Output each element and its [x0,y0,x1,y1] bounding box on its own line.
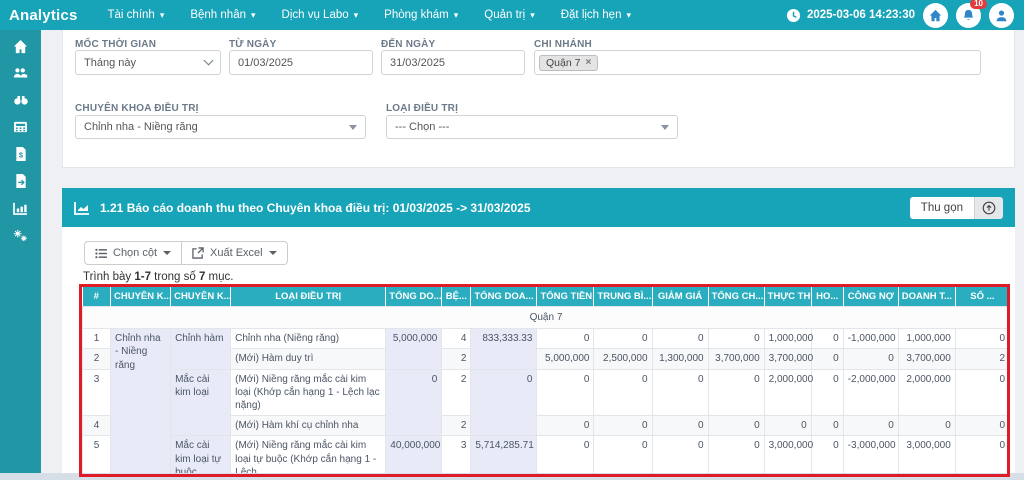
label-loai-dieu-tri: LOẠI ĐIỀU TRỊ [386,103,458,114]
footer-strip [0,473,1024,480]
col-header[interactable]: THỰC THU [764,287,811,307]
gears-icon [13,229,28,242]
expand-button[interactable] [974,197,1003,219]
chart-icon [74,201,90,215]
list-icon [95,248,107,259]
col-header[interactable]: HO... [811,287,843,307]
col-header[interactable]: # [83,287,111,307]
col-header[interactable]: CHUYÊN K... [111,287,171,307]
top-bar: Analytics Tài chính▾ Bệnh nhân▾ Dịch vụ … [0,0,1024,30]
sidebar-item-documents[interactable] [7,173,35,189]
calculator-icon [13,121,28,133]
report-title: 1.21 Báo cáo doanh thu theo Chuyên khoa … [100,201,531,215]
sidebar-item-patients[interactable] [7,65,35,81]
notification-badge: 10 [970,0,987,9]
table-row[interactable]: 1 Chỉnh nha - Niềng răng Chỉnh hàm Chỉnh… [83,329,1010,349]
col-header[interactable]: TỔNG DOA... [471,287,537,307]
arrow-up-circle-icon [982,201,996,215]
home-button[interactable] [923,3,948,28]
chevron-down-icon: ▾ [251,11,256,20]
user-icon [995,9,1008,22]
to-date-input[interactable]: 31/03/2025 [381,50,525,75]
col-header[interactable]: GIẢM GIÁ [652,287,708,307]
chevron-down-icon [349,125,357,130]
table-row[interactable]: 3 Mắc cài kim loại (Mới) Niềng răng mắc … [83,369,1010,416]
sidebar-item-invoices[interactable]: $ [7,146,35,162]
table-summary: Trình bày 1-7 trong số 7 mục. [83,271,1015,283]
bell-icon [962,9,975,22]
report-panel: 1.21 Báo cáo doanh thu theo Chuyên khoa … [62,188,1015,480]
label-chi-nhanh: CHI NHÁNH [534,39,592,50]
time-period-select[interactable]: Tháng này [75,50,221,75]
report-header: 1.21 Báo cáo doanh thu theo Chuyên khoa … [62,188,1015,227]
nav-benh-nhan[interactable]: Bệnh nhân▾ [190,9,255,21]
home-icon [13,39,28,54]
nav-dich-vu-labo[interactable]: Dịch vụ Labo▾ [282,9,359,21]
col-header[interactable]: CÔNG NỢ [843,287,898,307]
close-icon[interactable]: × [585,57,591,68]
nav-phong-kham[interactable]: Phòng khám▾ [384,9,458,21]
label-den-ngay: ĐẾN NGÀY [381,39,435,50]
specialty-select[interactable]: Chỉnh nha - Niềng răng [75,115,366,139]
chevron-down-icon: ▾ [160,11,165,20]
chevron-down-icon [269,251,277,255]
sidebar-item-reports[interactable] [7,200,35,216]
label-moc-thoi-gian: MỐC THỜI GIAN [75,39,156,50]
sidebar-item-search[interactable] [7,92,35,108]
chevron-down-icon [661,125,669,130]
group-label: Quận 7 [83,307,1010,329]
binoculars-icon [13,94,29,107]
label-tu-ngay: TỪ NGÀY [229,39,276,50]
profile-button[interactable] [989,3,1014,28]
col-header[interactable]: TỔNG DO... [386,287,442,307]
nav-quan-tri[interactable]: Quản trị▾ [484,9,534,21]
nav-tai-chinh[interactable]: Tài chính▾ [108,9,165,21]
clock-timestamp: 2025-03-06 14:23:30 [786,8,915,23]
export-excel-button[interactable]: Xuất Excel [182,241,288,265]
revenue-table-container: # CHUYÊN K... CHUYÊN K... LOẠI ĐIỀU TRỊ … [82,287,1010,480]
export-icon [192,247,204,259]
chevron-down-icon: ▾ [454,11,459,20]
chevron-down-icon [204,56,214,66]
sidebar-item-settings[interactable] [7,227,35,243]
col-header[interactable]: DOANH T... [898,287,955,307]
col-header[interactable]: BỆ... [442,287,471,307]
col-header[interactable]: CHUYÊN K... [171,287,231,307]
label-chuyen-khoa: CHUYÊN KHOA ĐIỀU TRỊ [75,103,199,114]
app-brand[interactable]: Analytics [9,7,78,24]
chevron-down-icon: ▾ [626,11,631,20]
filter-panel: MỐC THỜI GIAN Tháng này TỪ NGÀY 01/03/20… [62,30,1015,168]
choose-columns-button[interactable]: Chọn cột [84,241,182,265]
table-toolbar: Chọn cột Xuất Excel [84,241,1015,265]
group-row: Quận 7 [83,307,1010,329]
home-icon [929,9,942,22]
chevron-down-icon: ▾ [354,11,359,20]
users-icon [13,66,29,80]
clock-icon [786,8,801,23]
sidebar-item-home[interactable] [7,38,35,54]
chart-icon [13,202,28,215]
col-header[interactable]: LOẠI ĐIỀU TRỊ [231,287,386,307]
col-header[interactable]: TRUNG BÌ... [594,287,652,307]
collapse-button[interactable]: Thu gọn [910,197,974,219]
branch-tag: Quận 7 × [539,55,598,71]
file-export-icon [15,174,27,188]
file-invoice-dollar-icon: $ [15,147,27,161]
chevron-down-icon: ▾ [530,11,535,20]
chevron-down-icon [163,251,171,255]
top-nav: Tài chính▾ Bệnh nhân▾ Dịch vụ Labo▾ Phòn… [108,9,632,21]
branch-multiselect[interactable]: Quận 7 × [534,50,981,75]
revenue-table: # CHUYÊN K... CHUYÊN K... LOẠI ĐIỀU TRỊ … [82,287,1010,480]
table-header-row: # CHUYÊN K... CHUYÊN K... LOẠI ĐIỀU TRỊ … [83,287,1010,307]
col-header[interactable]: SỐ ... [955,287,1009,307]
treatment-type-select[interactable]: --- Chọn --- [386,115,678,139]
from-date-input[interactable]: 01/03/2025 [229,50,373,75]
nav-dat-lich-hen[interactable]: Đặt lịch hẹn▾ [561,9,631,21]
col-header[interactable]: TỔNG TIỀN [537,287,594,307]
sidebar-item-calculator[interactable] [7,119,35,135]
sidebar: $ [0,30,41,473]
notifications-button[interactable]: 10 [956,3,981,28]
col-header[interactable]: TỔNG CH... [708,287,764,307]
